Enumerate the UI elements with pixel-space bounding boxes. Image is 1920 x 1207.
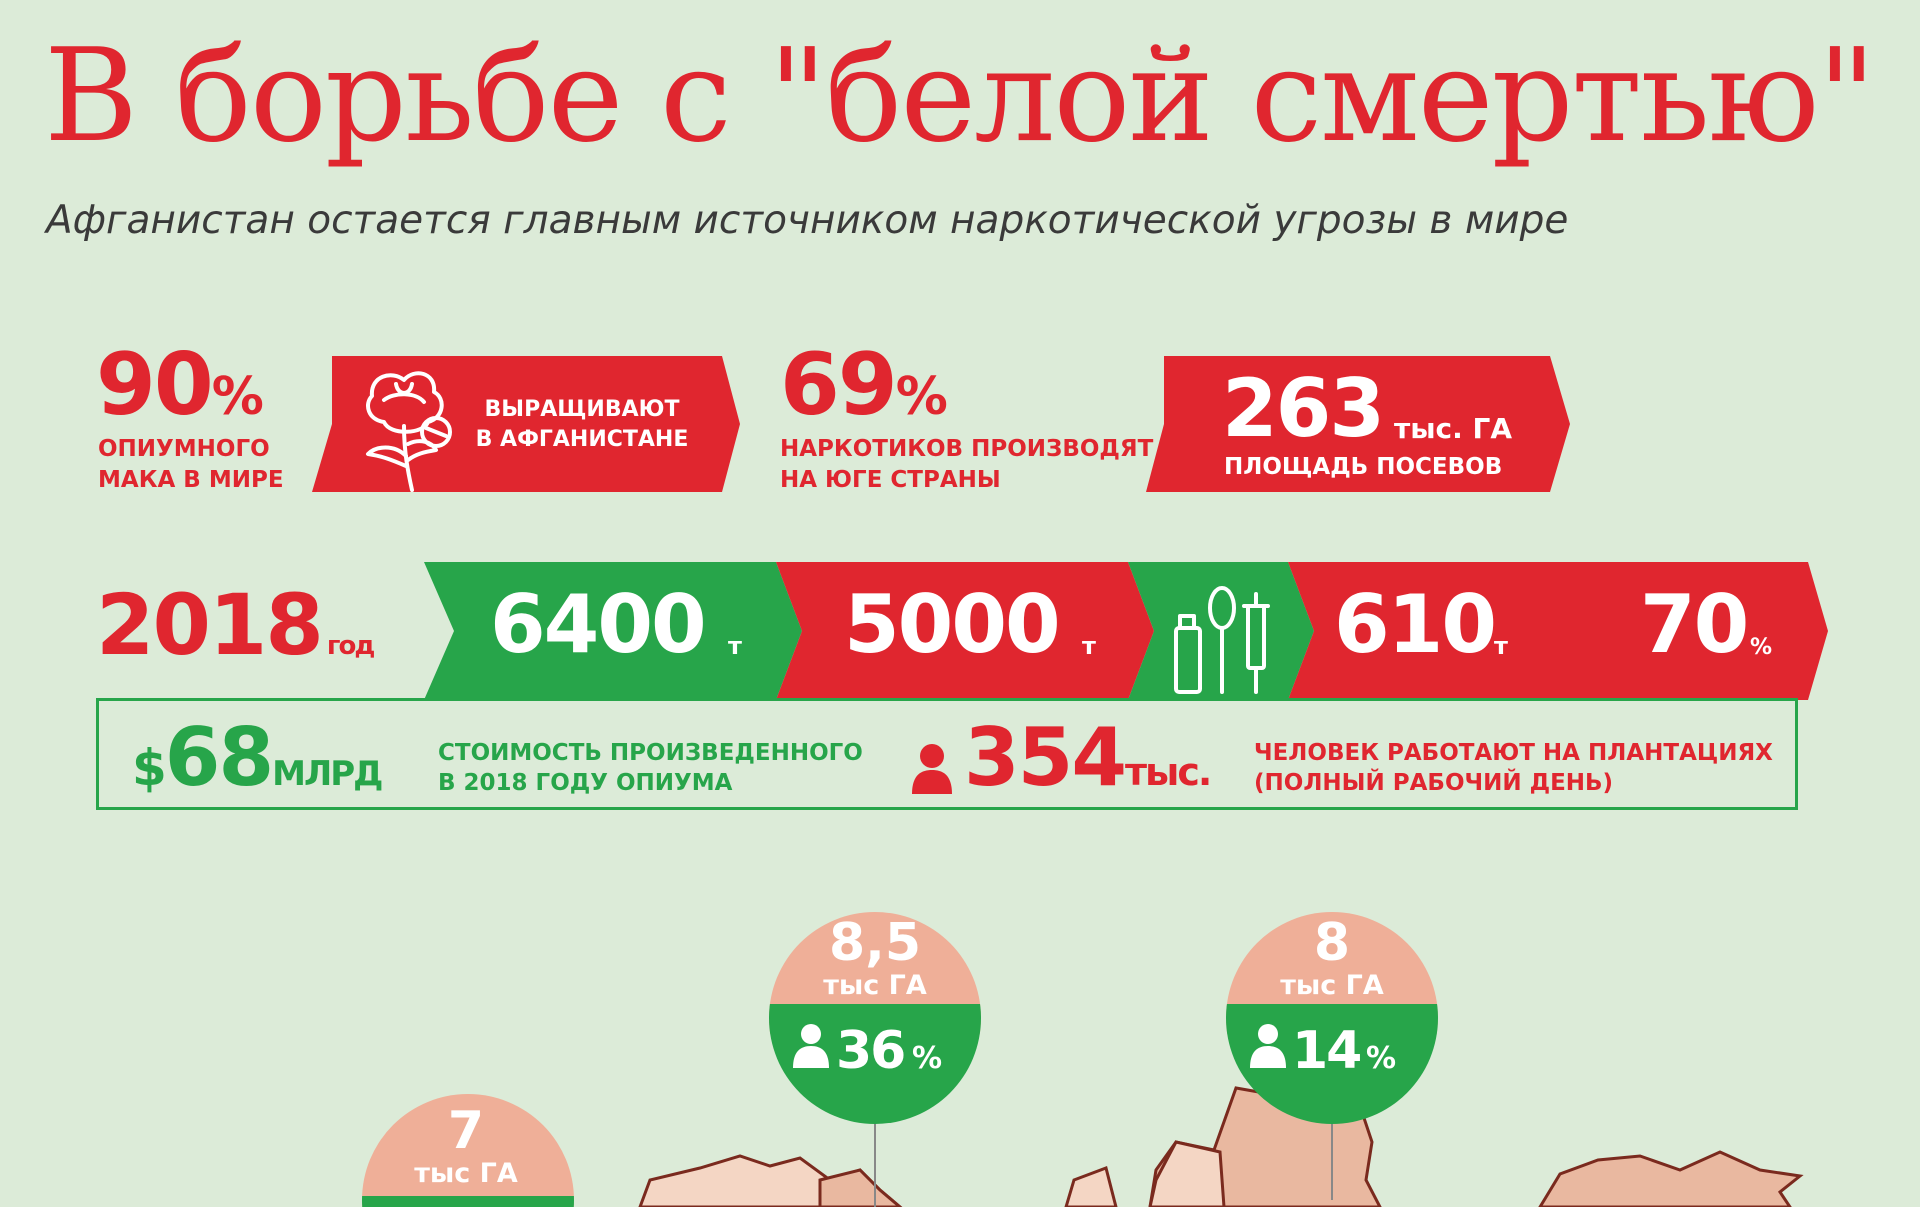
page-subtitle: Афганистан остается главным источником н… xyxy=(46,198,1569,243)
ribbon-5000-value: 5000 xyxy=(844,578,1059,671)
stat-south-value: 69 xyxy=(780,335,898,435)
region1-area: 8,5 xyxy=(829,913,921,973)
region-map: 8,5 тыс ГА 36 % 8 тыс ГА 14 % 7 тыс ГА xyxy=(362,912,1804,1207)
caption-line: (ПОЛНЫЙ РАБОЧИЙ ДЕНЬ) xyxy=(1254,770,1614,796)
ribbon-610-value: 610 xyxy=(1334,578,1495,671)
region3-area-unit: тыс ГА xyxy=(414,1158,518,1189)
ribbon-segment-5000 xyxy=(776,562,1154,700)
stat-south-caption: НАРКОТИКОВ ПРОИЗВОДЯТ НА ЮГЕ СТРАНЫ xyxy=(780,434,1153,496)
region2-area: 8 xyxy=(1314,913,1350,973)
stat-south-unit: % xyxy=(895,367,948,427)
crop-area-caption: ПЛОЩАДЬ ПОСЕВОВ xyxy=(1224,454,1502,480)
stat-opium-share: 90% xyxy=(96,340,264,430)
workers-caption: ЧЕЛОВЕК РАБОТАЮТ НА ПЛАНТАЦИЯХ (ПОЛНЫЙ Р… xyxy=(1254,738,1773,798)
caption-line: ЧЕЛОВЕК РАБОТАЮТ НА ПЛАНТАЦИЯХ xyxy=(1254,740,1773,766)
ribbon-610-unit: т xyxy=(1494,632,1508,660)
banner-grown-in-afghanistan: ВЫРАЩИВАЮТ В АФГАНИСТАНЕ xyxy=(312,356,740,492)
opium-cost: $68МЛРД xyxy=(132,716,383,800)
person-icon xyxy=(1250,1046,1286,1068)
workers-unit: тыс. xyxy=(1125,750,1212,794)
cost-unit: МЛРД xyxy=(272,754,383,794)
stat-opium-value: 90 xyxy=(96,335,214,435)
poppy-flower-icon xyxy=(366,371,452,492)
stat-opium-unit: % xyxy=(211,367,264,427)
ribbon-5000-unit: т xyxy=(1082,632,1096,660)
cost-value: 68 xyxy=(164,711,274,804)
lighter-spoon-syringe-icon xyxy=(1174,586,1270,694)
region3-area: 7 xyxy=(448,1101,484,1161)
caption-line: СТОИМОСТЬ ПРОИЗВЕДЕННОГО xyxy=(438,740,863,766)
production-ribbon: 6400 т 5000 т 610 т 70 % xyxy=(424,562,1828,700)
map-region-shape xyxy=(1148,1140,1226,1207)
banner-crop-area: 263 тыс. ГА ПЛОЩАДЬ ПОСЕВОВ xyxy=(1146,356,1570,492)
person-icon xyxy=(912,744,952,794)
info-box xyxy=(96,698,1798,810)
year-unit: год xyxy=(326,631,375,661)
region1-share: 36 xyxy=(836,1021,904,1081)
ribbon-segment-610-70 xyxy=(1288,562,1828,700)
ribbon-70-value: 70 xyxy=(1640,578,1747,671)
ribbon-70-unit: % xyxy=(1750,635,1772,660)
year-label: 2018 год xyxy=(96,580,375,670)
caption-line: ОПИУМНОГО xyxy=(98,436,270,462)
cost-currency: $ xyxy=(132,739,167,797)
stat-opium-caption: ОПИУМНОГО МАКА В МИРЕ xyxy=(98,434,284,496)
cost-caption: СТОИМОСТЬ ПРОИЗВЕДЕННОГО В 2018 ГОДУ ОПИ… xyxy=(438,738,863,798)
stat-south-share: 69% xyxy=(780,340,948,430)
caption-line: В 2018 ГОДУ ОПИУМА xyxy=(438,770,733,796)
ribbon-6400-unit: т xyxy=(728,632,742,660)
caption-line: НА ЮГЕ СТРАНЫ xyxy=(780,467,1001,493)
person-icon xyxy=(1258,1024,1278,1044)
crop-area-value: 263 xyxy=(1222,362,1383,455)
ribbon-6400-value: 6400 xyxy=(490,578,705,671)
map-region-shape xyxy=(818,1168,903,1207)
region1-share-unit: % xyxy=(912,1041,942,1076)
region-bubble-1: 8,5 тыс ГА 36 % xyxy=(769,912,981,1124)
page-title: В борьбе с "белой смертью" xyxy=(44,22,1876,171)
ribbon-segment-6400 xyxy=(424,562,802,700)
banner1-line1: ВЫРАЩИВАЮТ xyxy=(485,397,680,422)
person-icon xyxy=(793,1046,829,1068)
crop-area-unit: тыс. ГА xyxy=(1394,412,1512,445)
person-icon xyxy=(801,1024,821,1044)
year-value: 2018 xyxy=(96,576,324,674)
region2-area-unit: тыс ГА xyxy=(1280,970,1384,1001)
region1-area-unit: тыс ГА xyxy=(823,970,927,1001)
banner1-line2: В АФГАНИСТАНЕ xyxy=(476,427,689,452)
region2-share-unit: % xyxy=(1366,1041,1396,1076)
caption-line: НАРКОТИКОВ ПРОИЗВОДЯТ xyxy=(780,436,1154,462)
map-region-shape xyxy=(1064,1166,1118,1207)
region-bubble-3: 7 тыс ГА xyxy=(362,1094,574,1207)
caption-line: МАКА В МИРЕ xyxy=(98,467,284,493)
region2-share: 14 xyxy=(1292,1021,1360,1081)
workers-value: 354 xyxy=(964,711,1127,804)
map-region-shape xyxy=(1538,1150,1804,1207)
workers-count: 354тыс. xyxy=(964,716,1212,800)
